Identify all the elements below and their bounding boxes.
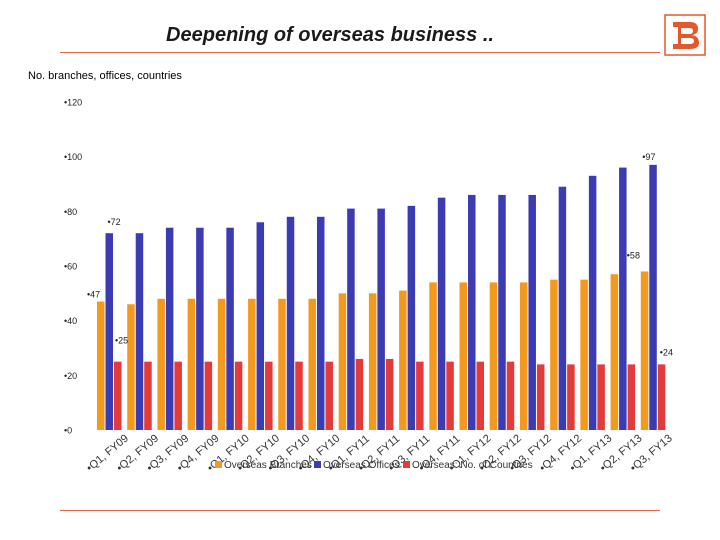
bar-offices (407, 205, 416, 430)
bar-branches (519, 282, 528, 430)
bar-offices (105, 233, 113, 430)
bar-branches (187, 298, 196, 430)
bar-branches (610, 274, 619, 430)
bar-countries (446, 361, 454, 430)
bar-branches (97, 301, 105, 430)
legend-offices-swatch (314, 461, 321, 468)
legend-offices-label: Overseas Offices (323, 460, 400, 471)
bar-offices (558, 186, 567, 430)
y-tick-label: •60 (64, 262, 77, 272)
bar-countries (234, 361, 243, 430)
bar-offices (377, 208, 385, 430)
bar-branches (640, 271, 649, 430)
bar-countries (536, 364, 545, 430)
bar-branches (368, 293, 377, 430)
bar-branches (429, 282, 437, 430)
bar-countries (144, 361, 152, 430)
y-tick-label: •120 (64, 98, 82, 108)
bar-branches (308, 298, 316, 430)
bar-branches (157, 298, 165, 430)
bar-offices (588, 175, 597, 430)
y-tick-label: •80 (64, 207, 77, 217)
bar-countries (265, 361, 273, 430)
bar-branches (489, 282, 498, 430)
bar-branches (550, 279, 558, 430)
y-tick-label: •20 (64, 371, 77, 381)
bar-branches (580, 279, 588, 430)
legend-branches-swatch (215, 461, 222, 468)
bar-offices (437, 197, 446, 430)
legend-countries-swatch (403, 461, 410, 468)
bar-offices (165, 227, 174, 430)
bank-of-baroda-logo-icon (664, 14, 706, 56)
bar-offices (468, 194, 476, 430)
footer-rule (60, 510, 660, 511)
bar-branches (399, 290, 407, 430)
bar-countries (476, 361, 485, 430)
bar-offices (196, 227, 204, 430)
y-tick-label: •100 (64, 152, 82, 162)
data-label: •24 (660, 347, 673, 357)
bar-countries (385, 358, 394, 430)
bar-offices (528, 194, 536, 430)
bar-countries (174, 361, 182, 430)
chart-subtitle: No. branches, offices, countries (28, 70, 182, 82)
bar-countries (657, 364, 666, 430)
bar-branches (278, 298, 286, 430)
data-label: •25 (115, 336, 128, 346)
bar-countries (627, 364, 636, 430)
title-underline (60, 52, 660, 53)
bar-offices (649, 164, 657, 430)
bar-offices (226, 227, 234, 430)
data-label: •72 (108, 217, 121, 227)
bar-countries (114, 361, 122, 430)
y-tick-label: •0 (64, 426, 72, 436)
bar-branches (217, 298, 226, 430)
data-label: •58 (627, 250, 640, 260)
bar-branches (127, 304, 135, 430)
bar-countries (325, 361, 333, 430)
bar-countries (597, 364, 605, 430)
bar-countries (295, 361, 303, 430)
bar-offices (256, 222, 265, 430)
bar-branches (459, 282, 468, 430)
bar-countries (355, 358, 364, 430)
bar-countries (506, 361, 515, 430)
legend-branches-label: Overseas Branches (224, 460, 312, 471)
bar-offices (619, 167, 627, 430)
bar-branches (338, 293, 347, 430)
bar-offices (498, 194, 506, 430)
bar-countries (204, 361, 213, 430)
legend-countries-label: Overseas: No. of Countries (412, 460, 533, 471)
page-title: Deepening of overseas business .. (166, 24, 494, 46)
data-label: •97 (642, 152, 655, 162)
bar-offices (286, 216, 295, 430)
bar-countries (567, 364, 575, 430)
y-tick-label: •40 (64, 316, 77, 326)
bar-offices (135, 233, 144, 430)
bar-countries (416, 361, 424, 430)
bar-offices (347, 208, 355, 430)
bar-branches (248, 298, 256, 430)
bar-offices (316, 216, 325, 430)
data-label: •47 (87, 290, 100, 300)
